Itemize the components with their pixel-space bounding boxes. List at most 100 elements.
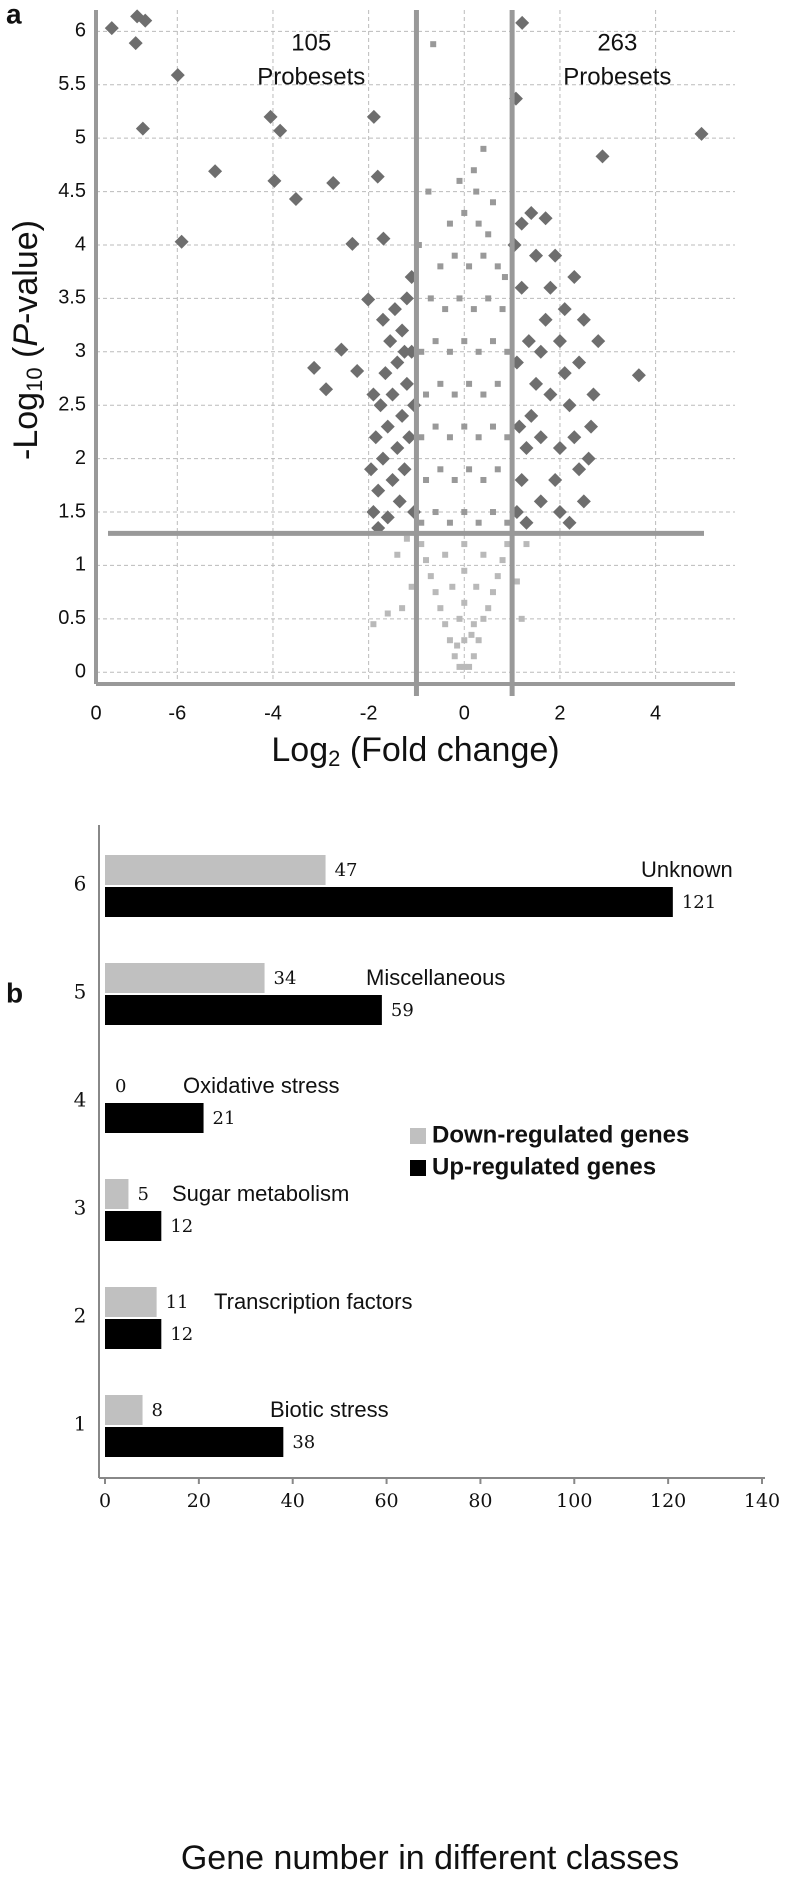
point: [595, 149, 610, 164]
point: [494, 380, 501, 387]
point: [567, 270, 582, 285]
point: [437, 380, 444, 387]
y-tick-label: 4: [74, 1088, 87, 1112]
point: [523, 541, 530, 548]
point: [494, 573, 501, 580]
y-axis-label-part: 10: [22, 367, 47, 391]
point: [263, 109, 278, 124]
point: [461, 509, 468, 516]
point: [451, 391, 458, 398]
value-label: 38: [292, 1432, 315, 1453]
point: [446, 348, 453, 355]
bar: [105, 887, 673, 917]
x-tick-label: 4: [650, 702, 661, 724]
point: [461, 541, 468, 548]
point: [499, 306, 506, 313]
x-tick-label: 2: [554, 702, 565, 724]
point: [403, 535, 410, 542]
point: [480, 252, 487, 259]
point: [475, 519, 482, 526]
point: [470, 653, 477, 660]
point: [586, 387, 601, 402]
point: [345, 236, 360, 251]
point: [466, 263, 473, 270]
point: [631, 368, 646, 383]
point: [366, 109, 381, 124]
value-label: 8: [152, 1400, 163, 1421]
point: [397, 344, 412, 359]
point: [399, 376, 414, 391]
point: [504, 541, 511, 548]
y-axis-label-part: P: [7, 324, 45, 347]
point: [454, 642, 461, 649]
point: [451, 476, 458, 483]
y-tick-label: 5: [75, 126, 86, 148]
class-label: Sugar metabolism: [172, 1181, 349, 1206]
point: [515, 15, 530, 30]
value-label: 34: [274, 968, 297, 989]
x-tick-label: 140: [744, 1490, 780, 1512]
point: [466, 380, 473, 387]
point: [468, 631, 475, 638]
value-label: 121: [682, 892, 716, 913]
point: [473, 583, 480, 590]
x-axis-label: Log2 (Fold change): [271, 731, 559, 771]
point: [430, 41, 437, 48]
point: [529, 248, 544, 263]
point: [378, 366, 393, 381]
point: [432, 338, 439, 345]
bar: [105, 963, 265, 993]
point: [504, 348, 511, 355]
point: [319, 382, 334, 397]
point: [446, 519, 453, 526]
x-tick-label: 0: [90, 702, 101, 724]
point: [402, 430, 417, 445]
annotation: Probesets: [257, 63, 365, 90]
point: [521, 334, 536, 349]
point: [399, 605, 406, 612]
annotation: 263: [597, 29, 637, 56]
point: [475, 348, 482, 355]
bar: [105, 1319, 162, 1349]
point: [451, 653, 458, 660]
point: [562, 515, 577, 530]
point: [591, 334, 606, 349]
value-label: 11: [166, 1292, 189, 1313]
legend-label: Down-regulated genes: [432, 1121, 689, 1148]
point: [581, 451, 596, 466]
point: [475, 637, 482, 644]
bar: [105, 1103, 204, 1133]
point: [489, 199, 496, 206]
y-tick-label: 4: [75, 233, 86, 255]
y-tick-label: 0: [75, 661, 86, 683]
point: [501, 274, 508, 281]
y-tick-label: 1: [74, 1412, 87, 1436]
point: [461, 338, 468, 345]
point: [366, 505, 381, 520]
y-axis-label-part: -value): [7, 220, 45, 324]
point: [350, 364, 365, 379]
point: [456, 663, 463, 670]
point: [423, 557, 430, 564]
point: [473, 188, 480, 195]
x-axis-label-part: 2: [328, 746, 340, 771]
x-tick-label: 120: [650, 1490, 686, 1512]
point: [385, 472, 400, 487]
point: [572, 355, 587, 370]
point: [380, 510, 395, 525]
point: [104, 21, 119, 36]
point: [584, 419, 599, 434]
point: [504, 434, 511, 441]
y-tick-label: 3: [74, 1196, 87, 1220]
point: [370, 621, 377, 628]
point: [267, 173, 282, 188]
point: [576, 312, 591, 327]
y-tick-label: 0.5: [58, 607, 86, 629]
point: [485, 295, 492, 302]
point: [475, 220, 482, 227]
point: [394, 551, 401, 558]
point: [446, 220, 453, 227]
point: [442, 621, 449, 628]
point: [524, 205, 539, 220]
class-label: Miscellaneous: [366, 965, 505, 990]
